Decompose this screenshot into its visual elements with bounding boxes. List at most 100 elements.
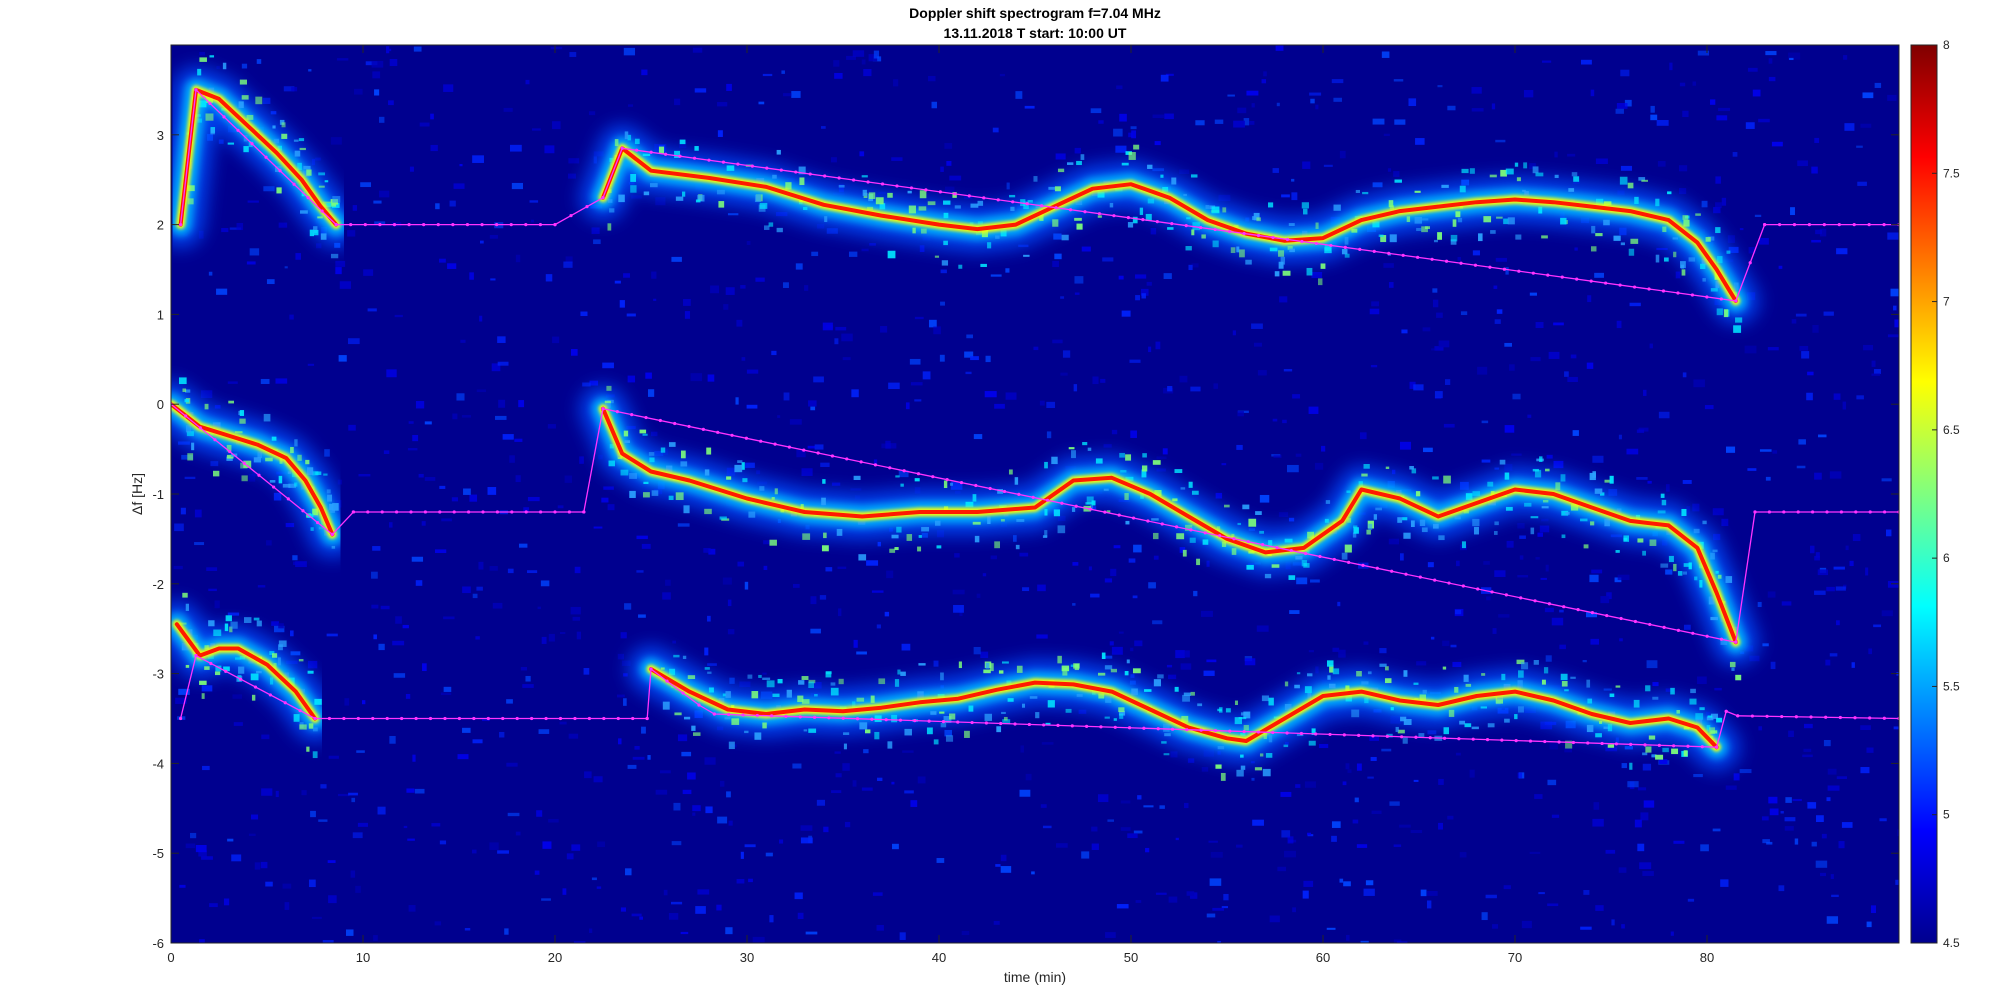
echo-speckle <box>1712 549 1718 553</box>
noise-speckle <box>530 219 534 223</box>
noise-speckle <box>707 663 717 666</box>
echo-speckle <box>695 199 701 203</box>
marker-dot <box>1271 235 1275 240</box>
echo-speckle <box>1710 552 1715 560</box>
noise-speckle <box>403 825 408 829</box>
echo-speckle <box>324 180 329 183</box>
marker-dot <box>224 669 228 673</box>
noise-speckle <box>1427 730 1437 735</box>
echo-speckle <box>1688 257 1696 262</box>
noise-speckle <box>1823 311 1834 316</box>
echo-speckle <box>1690 688 1696 694</box>
noise-speckle <box>1037 584 1046 592</box>
noise-speckle <box>623 673 628 677</box>
noise-speckle <box>1481 420 1489 424</box>
noise-speckle <box>1762 839 1770 844</box>
noise-speckle <box>1206 913 1216 918</box>
noise-speckle <box>1567 153 1576 157</box>
noise-speckle <box>292 555 298 561</box>
noise-speckle <box>1754 214 1762 218</box>
noise-speckle <box>1381 51 1390 58</box>
echo-speckle <box>998 670 1004 674</box>
noise-speckle <box>1450 644 1457 648</box>
noise-speckle <box>1814 555 1820 561</box>
echo-speckle <box>310 527 314 531</box>
marker-dot <box>334 223 338 227</box>
noise-speckle <box>1553 322 1564 326</box>
noise-speckle <box>200 390 213 398</box>
noise-speckle <box>324 449 330 457</box>
echo-speckle <box>199 100 207 108</box>
noise-speckle <box>966 334 973 339</box>
echo-speckle <box>679 139 686 145</box>
noise-speckle <box>250 814 259 820</box>
marker-dot <box>845 457 849 461</box>
echo-speckle <box>272 125 276 129</box>
marker-dot <box>407 223 411 227</box>
noise-speckle <box>1477 366 1488 375</box>
noise-speckle <box>534 870 540 875</box>
noise-speckle <box>1150 228 1157 235</box>
noise-speckle <box>1657 161 1666 167</box>
noise-speckle <box>373 634 377 640</box>
noise-speckle <box>819 595 827 600</box>
marker-dot <box>649 150 653 154</box>
noise-speckle <box>1744 345 1757 354</box>
echo-speckle <box>1008 469 1013 475</box>
marker-dot <box>601 196 605 200</box>
noise-speckle <box>1739 769 1752 774</box>
noise-speckle <box>1814 590 1826 595</box>
noise-speckle <box>452 413 458 420</box>
noise-speckle <box>1678 165 1688 172</box>
echo-speckle <box>1144 689 1152 692</box>
noise-speckle <box>568 158 580 164</box>
noise-speckle <box>383 450 390 454</box>
echo-speckle <box>921 228 927 234</box>
echo-speckle <box>1504 718 1510 723</box>
echo-speckle <box>838 185 845 188</box>
echo-speckle <box>239 656 246 660</box>
echo-speckle <box>205 113 214 121</box>
echo-speckle <box>1590 246 1597 252</box>
noise-speckle <box>489 566 498 571</box>
noise-speckle <box>202 765 210 771</box>
echo-speckle <box>1231 548 1237 555</box>
echo-speckle <box>1707 715 1713 718</box>
echo-speckle <box>1487 723 1495 728</box>
noise-speckle <box>550 46 563 50</box>
echo-speckle <box>642 153 651 157</box>
marker-dot <box>798 715 802 719</box>
echo-speckle <box>1573 176 1580 182</box>
noise-speckle <box>379 190 390 198</box>
noise-speckle <box>1393 171 1400 177</box>
echo-speckle <box>691 725 696 731</box>
echo-speckle <box>1616 508 1622 514</box>
noise-speckle <box>1704 405 1714 410</box>
echo-speckle <box>894 547 899 551</box>
echo-speckle <box>1217 708 1222 712</box>
noise-speckle <box>199 51 205 56</box>
echo-speckle <box>1296 672 1301 675</box>
noise-speckle <box>1496 309 1503 314</box>
noise-speckle <box>290 630 294 637</box>
echo-speckle <box>823 532 827 539</box>
echo-speckle <box>1076 160 1082 166</box>
echo-speckle <box>824 216 828 223</box>
echo-speckle <box>1471 726 1479 730</box>
echo-speckle <box>970 203 979 208</box>
noise-speckle <box>357 822 368 827</box>
echo-speckle <box>1295 555 1303 560</box>
echo-speckle <box>996 726 1002 733</box>
echo-speckle <box>1302 230 1308 239</box>
noise-speckle <box>816 799 826 806</box>
echo-speckle <box>1645 746 1652 753</box>
noise-speckle <box>1871 360 1876 367</box>
marker-dot <box>649 667 653 671</box>
marker-dot <box>988 486 992 491</box>
noise-speckle <box>1445 379 1451 385</box>
marker-dot <box>313 716 317 721</box>
noise-speckle <box>740 851 744 859</box>
noise-speckle <box>1675 271 1681 279</box>
noise-speckle <box>826 228 838 234</box>
noise-speckle <box>1442 640 1450 647</box>
